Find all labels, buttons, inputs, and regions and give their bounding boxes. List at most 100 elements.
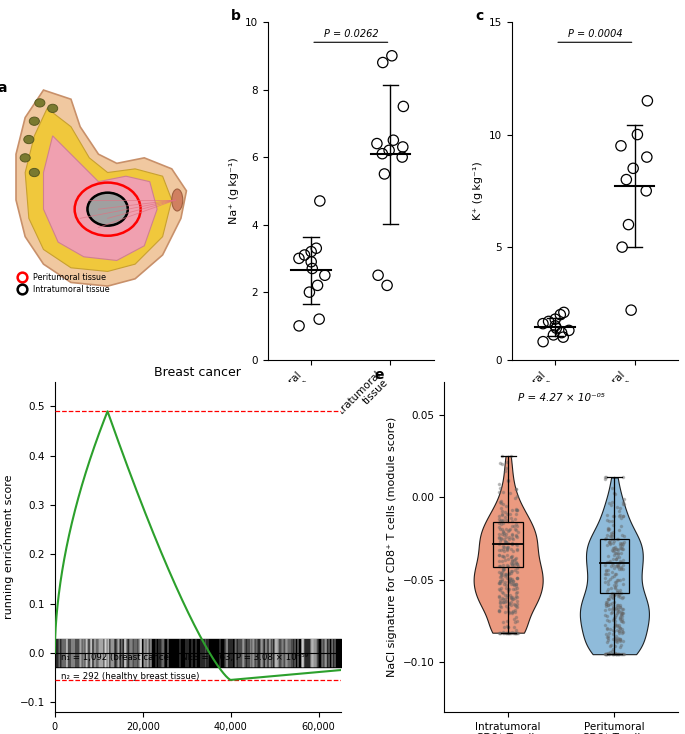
Point: [512, 597, 523, 609]
Point: [608, 603, 619, 615]
Point: [501, 501, 512, 512]
Point: [611, 501, 622, 513]
Point: [612, 606, 623, 617]
Point: [611, 602, 622, 614]
Point: [506, 512, 516, 524]
Text: P = 4.27 × 10⁻⁰⁵: P = 4.27 × 10⁻⁰⁵: [518, 393, 605, 403]
Point: [502, 605, 513, 617]
Point: [495, 584, 506, 596]
Point: [617, 543, 628, 555]
Point: [616, 625, 627, 637]
Point: [498, 543, 509, 555]
Point: [501, 568, 512, 580]
Point: [616, 608, 627, 619]
Point: [495, 497, 506, 509]
Point: [599, 604, 610, 616]
Point: [294, 320, 305, 332]
Point: [500, 596, 511, 608]
Point: [609, 547, 620, 559]
Point: [501, 615, 512, 627]
Point: [614, 600, 625, 612]
Point: [617, 573, 628, 584]
Point: [512, 544, 523, 556]
Point: [610, 542, 621, 553]
Point: [501, 508, 512, 520]
Point: [618, 607, 629, 619]
Point: [498, 621, 509, 633]
Ellipse shape: [20, 153, 30, 162]
Point: [608, 559, 619, 571]
Point: [610, 619, 621, 631]
Point: [499, 529, 510, 541]
Point: [601, 596, 612, 608]
Point: [495, 495, 506, 506]
Point: [614, 574, 625, 586]
Point: [600, 473, 611, 484]
Point: [496, 534, 507, 545]
Point: [616, 648, 627, 660]
Point: [510, 627, 521, 639]
Point: [504, 627, 515, 639]
Point: [602, 648, 613, 660]
Point: [398, 101, 409, 112]
Point: [611, 553, 622, 565]
Point: [494, 577, 505, 589]
Point: [506, 556, 516, 568]
Point: [538, 318, 549, 330]
Point: [610, 619, 621, 631]
Point: [604, 556, 615, 567]
Point: [510, 590, 521, 602]
Point: [502, 573, 513, 584]
Point: [505, 565, 516, 577]
Point: [615, 563, 626, 575]
Point: [617, 559, 628, 571]
Point: [504, 589, 515, 601]
Point: [503, 627, 514, 639]
Point: [500, 462, 511, 474]
Point: [506, 627, 516, 639]
Point: [509, 578, 520, 589]
Point: [610, 581, 621, 593]
Point: [608, 536, 619, 548]
Point: [610, 632, 621, 644]
Point: [607, 530, 618, 542]
Point: [599, 472, 610, 484]
Point: [507, 520, 518, 532]
Point: [615, 562, 626, 574]
Point: [496, 550, 507, 562]
Point: [506, 555, 517, 567]
Point: [506, 564, 517, 576]
Point: [602, 622, 613, 633]
Point: [607, 544, 618, 556]
Point: [503, 575, 514, 587]
Point: [508, 520, 519, 531]
Point: [603, 524, 614, 536]
Point: [506, 592, 516, 604]
Point: [510, 553, 521, 564]
Point: [610, 543, 621, 555]
Point: [603, 635, 614, 647]
Point: [499, 576, 510, 588]
Point: [615, 562, 626, 573]
Point: [496, 567, 507, 578]
Point: [606, 571, 617, 583]
Point: [610, 630, 621, 642]
Point: [497, 509, 508, 521]
Point: [503, 627, 514, 639]
Point: [506, 551, 516, 563]
Point: [497, 515, 508, 527]
Point: [612, 633, 623, 645]
Text: n₁ = 1,092 (breast cancer), NES = 2.63, P = 3.08 × 10⁻⁵⁹: n₁ = 1,092 (breast cancer), NES = 2.63, …: [60, 653, 308, 661]
Point: [503, 567, 514, 579]
Point: [503, 621, 514, 633]
Point: [501, 627, 512, 639]
Point: [599, 609, 610, 621]
Point: [612, 562, 623, 573]
Point: [511, 504, 522, 516]
Point: [510, 584, 521, 595]
Point: [603, 603, 614, 615]
Point: [505, 574, 516, 586]
Point: [494, 561, 505, 573]
Point: [508, 554, 519, 566]
Point: [497, 593, 508, 605]
